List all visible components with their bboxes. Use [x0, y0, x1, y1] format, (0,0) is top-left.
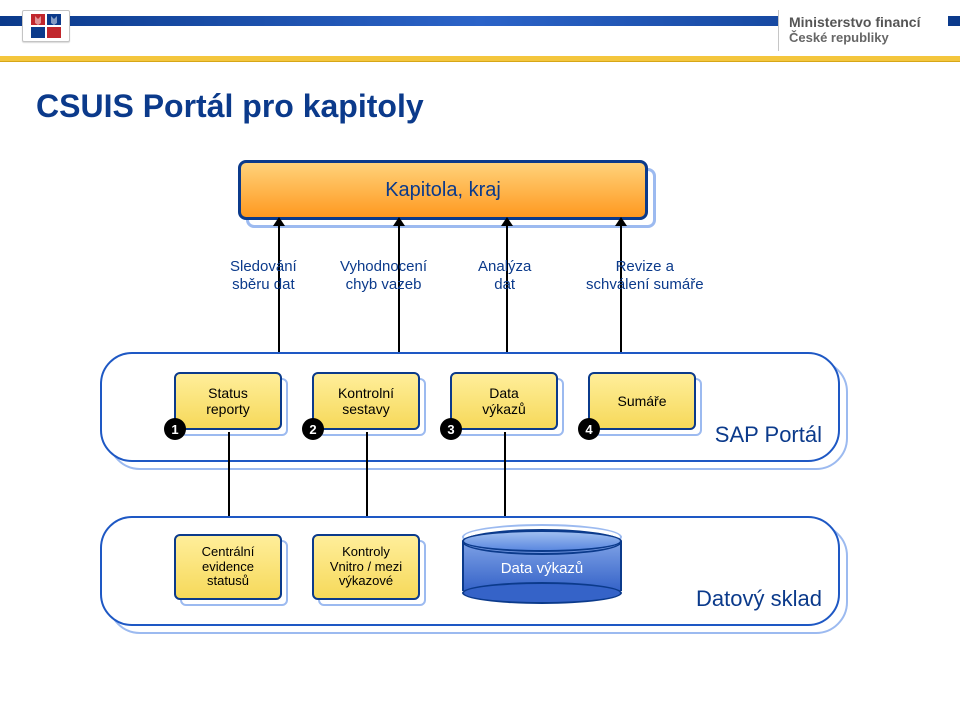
process-2-line1: Vyhodnocení [340, 258, 427, 276]
sap-badge-1: 1 [164, 418, 186, 440]
dw-box-2: Kontroly Vnitro / mezi výkazové [312, 534, 420, 600]
state-emblem-icon [22, 10, 70, 42]
process-4-line1: Revize a [586, 258, 704, 276]
actor-box: Kapitola, kraj [238, 160, 648, 220]
process-label-2: Vyhodnocení chyb vazeb [340, 258, 427, 294]
sap-box-2: Kontrolní sestavy [312, 372, 420, 430]
sap-box-1-l2: reporty [206, 401, 250, 417]
arrow-process-3 [506, 224, 508, 372]
sap-badge-2: 2 [302, 418, 324, 440]
process-2-line2: chyb vazeb [340, 276, 427, 294]
page-title: CSUIS Portál pro kapitoly [36, 88, 424, 125]
sap-box-4-l1: Sumáře [617, 393, 666, 409]
arrow-process-1 [278, 224, 280, 372]
dw-box-2-l2: Vnitro / mezi [330, 560, 402, 575]
process-label-4: Revize a schválení sumáře [586, 258, 704, 294]
dw-panel-title: Datový sklad [696, 586, 822, 612]
header-accent-stripe [0, 56, 960, 62]
process-label-3: Analýza dat [478, 258, 531, 294]
process-1-line2: sběru dat [230, 276, 297, 294]
sap-badge-4: 4 [578, 418, 600, 440]
dw-box-1: Centrální evidence statusů [174, 534, 282, 600]
sap-box-3-l1: Data [482, 385, 526, 401]
org-label: Ministerstvo financí České republiky [778, 10, 948, 51]
dw-box-1-l2: evidence [202, 560, 255, 575]
dw-cylinder: Data výkazů [462, 530, 622, 604]
process-label-1: Sledování sběru dat [230, 258, 297, 294]
dw-box-2-l3: výkazové [330, 574, 402, 589]
sap-box-3-l2: výkazů [482, 401, 526, 417]
process-4-line2: schválení sumáře [586, 276, 704, 294]
org-line1: Ministerstvo financí [789, 14, 938, 30]
sap-box-1: Status reporty [174, 372, 282, 430]
org-line2: České republiky [789, 30, 938, 45]
process-1-line1: Sledování [230, 258, 297, 276]
sap-box-2-l2: sestavy [338, 401, 394, 417]
process-3-line2: dat [478, 276, 531, 294]
dw-box-2-l1: Kontroly [330, 545, 402, 560]
sap-box-2-l1: Kontrolní [338, 385, 394, 401]
sap-badge-3: 3 [440, 418, 462, 440]
header: Ministerstvo financí České republiky [0, 0, 960, 62]
dw-box-1-l3: statusů [202, 574, 255, 589]
sap-panel-title: SAP Portál [715, 422, 822, 448]
process-3-line1: Analýza [478, 258, 531, 276]
sap-box-1-l1: Status [206, 385, 250, 401]
sap-box-3: Data výkazů [450, 372, 558, 430]
arrow-process-2 [398, 224, 400, 372]
actor-label: Kapitola, kraj [385, 179, 501, 202]
arrow-process-4 [620, 224, 622, 372]
sap-box-4: Sumáře [588, 372, 696, 430]
dw-cylinder-label: Data výkazů [462, 560, 622, 577]
dw-box-1-l1: Centrální [202, 545, 255, 560]
